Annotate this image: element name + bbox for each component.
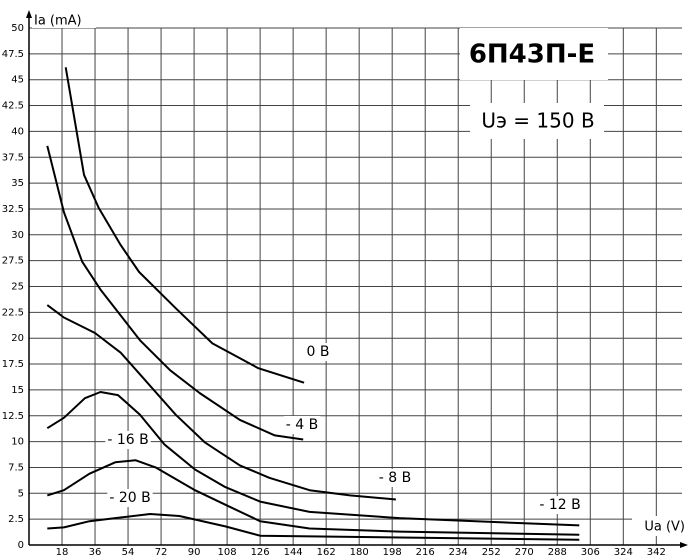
y-tick-label: 47.5: [2, 49, 24, 60]
x-tick-label: 234: [449, 547, 468, 558]
x-tick-label: 126: [251, 547, 270, 558]
series-label: - 12 В: [539, 497, 580, 513]
y-tick-label: 2.5: [8, 514, 24, 525]
series-label: - 20 В: [109, 490, 150, 506]
y-tick-label: 22.5: [2, 307, 24, 318]
series-label-bg: [107, 489, 153, 507]
curve: [64, 67, 305, 384]
curve: [47, 459, 580, 536]
chart-subtitle: Uэ = 150 В: [481, 109, 594, 133]
series-label: - 4 В: [286, 417, 318, 433]
curve: [46, 304, 396, 501]
y-tick-label: 12.5: [2, 411, 24, 422]
x-axis-label: Ua (V): [644, 520, 685, 535]
y-tick-label: 10: [11, 437, 24, 448]
x-axis-arrow: [680, 542, 688, 548]
curve: [46, 145, 304, 441]
x-tick-label: 108: [218, 547, 237, 558]
x-tick-label: 18: [56, 547, 69, 558]
series-label: - 8 В: [379, 470, 411, 486]
x-tick-label: 36: [89, 547, 102, 558]
series-label: 0 В: [307, 344, 330, 360]
x-tick-label: 198: [383, 547, 402, 558]
series-label-bg: [376, 469, 414, 487]
curve: [46, 391, 580, 527]
x-tick-label: 144: [284, 547, 303, 558]
subtitle-box: [470, 103, 604, 139]
x-tick-label: 90: [188, 547, 201, 558]
y-tick-label: 0: [18, 540, 24, 551]
chart-title: 6П43П-Е: [469, 40, 595, 70]
y-tick-label: 45: [11, 75, 24, 86]
y-tick-label: 50: [11, 23, 24, 34]
y-axis-arrow: [26, 10, 32, 18]
x-tick-label: 342: [647, 547, 666, 558]
series-label-bg: [537, 496, 583, 514]
series-label-bg: [283, 416, 321, 434]
x-tick-label: 216: [416, 547, 435, 558]
x-tick-label: 252: [482, 547, 501, 558]
x-tick-label: 324: [614, 547, 633, 558]
x-tick-label: 180: [350, 547, 369, 558]
x-tick-label: 162: [317, 547, 336, 558]
x-label-box: [632, 516, 686, 536]
title-box: [460, 28, 608, 80]
x-tick-label: 72: [155, 547, 168, 558]
x-tick-label: 306: [581, 547, 600, 558]
series-label: - 16 В: [107, 432, 148, 448]
y-tick-label: 30: [11, 230, 24, 241]
y-tick-label: 35: [11, 178, 24, 189]
x-tick-label: 288: [548, 547, 567, 558]
y-tick-label: 7.5: [8, 462, 24, 473]
y-tick-label: 42.5: [2, 101, 24, 112]
y-tick-label: 15: [11, 385, 24, 396]
grid: [29, 27, 682, 546]
y-tick-label: 27.5: [2, 256, 24, 267]
y-tick-label: 40: [11, 126, 24, 137]
y-tick-label: 25: [11, 282, 24, 293]
y-axis-label: Ia (mA): [34, 14, 82, 29]
curve: [47, 513, 580, 541]
x-tick-label: 270: [515, 547, 534, 558]
series-label-bg: [105, 431, 151, 449]
y-tick-label: 20: [11, 333, 24, 344]
x-tick-label: 54: [122, 547, 135, 558]
y-label-box: [32, 12, 96, 28]
y-tick-label: 37.5: [2, 152, 24, 163]
y-tick-label: 17.5: [2, 359, 24, 370]
y-tick-label: 5: [18, 488, 24, 499]
y-tick-label: 32.5: [2, 204, 24, 215]
series-label-bg: [304, 343, 332, 361]
